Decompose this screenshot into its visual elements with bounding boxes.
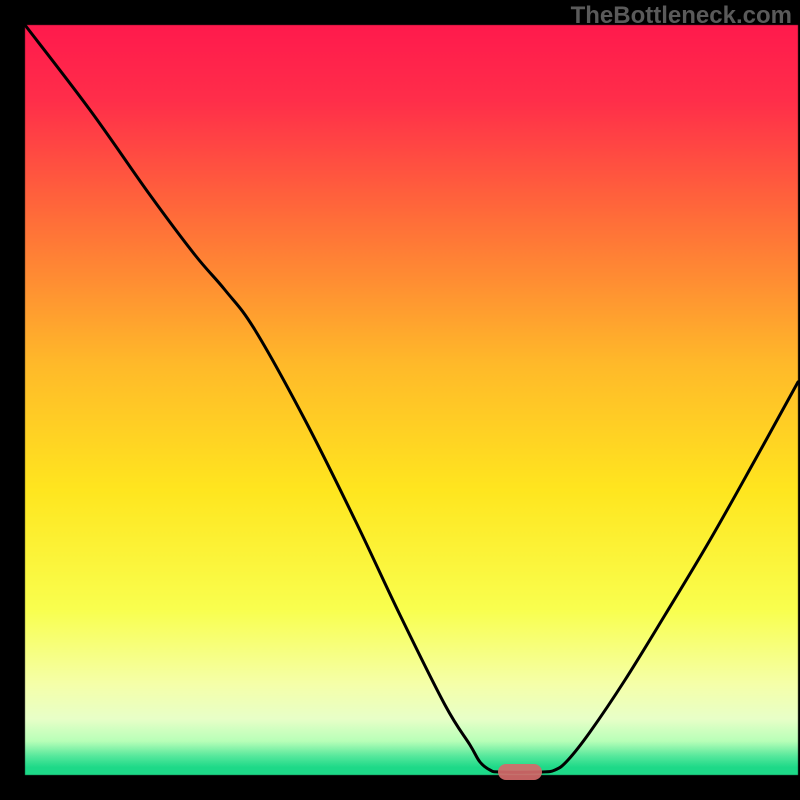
curve-layer	[0, 0, 800, 800]
chart-stage: TheBottleneck.com	[0, 0, 800, 800]
optimal-marker	[498, 764, 542, 780]
bottleneck-curve	[25, 25, 798, 772]
